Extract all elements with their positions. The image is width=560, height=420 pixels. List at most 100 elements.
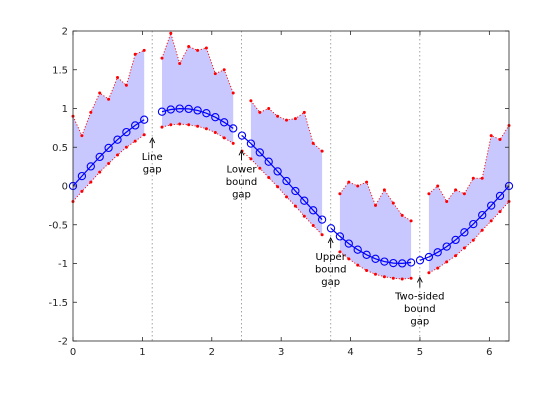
upper-bound-point xyxy=(427,192,431,196)
y-tick-label: -1.5 xyxy=(48,298,68,309)
upper-bound-point xyxy=(320,149,324,153)
annotation-text: bound xyxy=(404,304,436,315)
lower-bound-point xyxy=(124,145,128,149)
series-point xyxy=(104,143,113,153)
y-tick-label: -0.5 xyxy=(48,220,68,231)
upper-bound-point xyxy=(356,184,360,188)
series-point xyxy=(202,109,211,118)
series-point xyxy=(122,127,131,137)
lower-bound-point xyxy=(400,277,404,281)
series-point xyxy=(131,121,140,130)
lower-bound-point xyxy=(107,162,111,165)
lower-bound-point xyxy=(338,250,342,254)
annotation-text: Upper xyxy=(316,252,347,263)
upper-bound-point xyxy=(391,201,395,205)
series-point xyxy=(282,176,291,186)
upper-bound-point xyxy=(382,188,386,192)
upper-bound-point xyxy=(231,91,235,95)
series-point xyxy=(451,235,460,245)
x-tick-label: 4 xyxy=(347,347,353,358)
lower-bound-point xyxy=(320,233,324,237)
upper-bound-point xyxy=(107,97,111,101)
lower-bound-point xyxy=(231,141,235,145)
annotation-text: gap xyxy=(143,164,162,175)
upper-bound-point xyxy=(445,200,449,203)
lower-bound-point xyxy=(285,195,288,199)
lower-bound-point xyxy=(480,228,484,232)
upper-bound-point xyxy=(204,46,208,50)
y-tick-label: -2 xyxy=(58,337,68,348)
upper-bound-point xyxy=(196,48,200,52)
x-tick-label: 1 xyxy=(139,347,145,358)
series-point xyxy=(353,245,362,254)
series-point xyxy=(371,254,380,263)
series-point xyxy=(140,115,149,124)
annotation-text: bound xyxy=(315,264,347,275)
series-point xyxy=(487,201,496,210)
series-point xyxy=(469,219,478,229)
lower-bound-point xyxy=(374,272,377,276)
upper-bound-point xyxy=(489,134,493,138)
series-point xyxy=(362,250,371,259)
series-point xyxy=(86,162,95,171)
lower-bound-point xyxy=(356,263,360,267)
series-point xyxy=(220,118,229,127)
series-point xyxy=(273,167,282,176)
upper-bound-line xyxy=(161,31,234,94)
series-point xyxy=(229,124,238,133)
lower-bound-point xyxy=(462,246,466,250)
upper-bound-point xyxy=(178,62,182,65)
lower-bound-point xyxy=(293,204,297,208)
series-point xyxy=(433,248,442,257)
series-point xyxy=(193,106,202,115)
annotation-text: bound xyxy=(226,177,258,188)
lower-bound-point xyxy=(133,139,137,143)
series-point xyxy=(300,196,309,205)
lower-bound-point xyxy=(347,257,351,261)
lower-bound-point xyxy=(471,238,475,242)
upper-bound-point xyxy=(187,45,191,48)
lower-bound-point xyxy=(258,166,262,170)
annotation-text: Two-sided xyxy=(394,291,444,302)
series-point xyxy=(424,252,434,262)
series-point xyxy=(237,131,247,140)
series-point xyxy=(113,135,122,144)
series-point xyxy=(166,105,175,114)
upper-bound-point xyxy=(142,48,146,52)
series-point xyxy=(415,256,425,265)
series-line xyxy=(330,227,412,265)
upper-bound-point xyxy=(338,192,342,196)
series-point xyxy=(291,186,300,196)
lower-bound-point xyxy=(178,122,182,126)
axes: 0 1 2 3 4 5 6 -2 -1.5 -1 -0.5 0 0.5 1 1.5 2 xyxy=(48,27,509,358)
series-point xyxy=(184,104,193,114)
lower-bound-point xyxy=(142,133,146,137)
annotation-text: gap xyxy=(410,316,429,327)
series-point xyxy=(264,157,273,166)
band xyxy=(428,125,509,273)
upper-bound-point xyxy=(160,56,164,60)
band xyxy=(162,33,234,144)
y-tick-label: 1 xyxy=(62,104,68,115)
y-tick-label: -1 xyxy=(58,259,68,270)
upper-bound-point xyxy=(213,72,217,76)
series-point xyxy=(246,139,256,148)
series-point xyxy=(380,257,389,266)
lower-bound-point xyxy=(222,136,226,140)
annotation-arrowhead xyxy=(327,236,334,244)
upper-bound-point xyxy=(116,76,119,79)
annotation-text: Lower xyxy=(227,164,258,175)
lower-bound-point xyxy=(498,210,502,214)
upper-bound-point xyxy=(293,117,297,121)
upper-bound-point xyxy=(249,99,253,103)
lower-bound-point xyxy=(187,123,191,127)
upper-bound-point xyxy=(436,184,440,188)
lower-bound-point xyxy=(427,271,431,275)
series-point xyxy=(460,228,469,237)
lower-bound-point xyxy=(89,180,93,184)
lower-bound-point xyxy=(409,276,413,280)
lower-bound-point xyxy=(454,254,458,258)
band xyxy=(339,182,412,279)
